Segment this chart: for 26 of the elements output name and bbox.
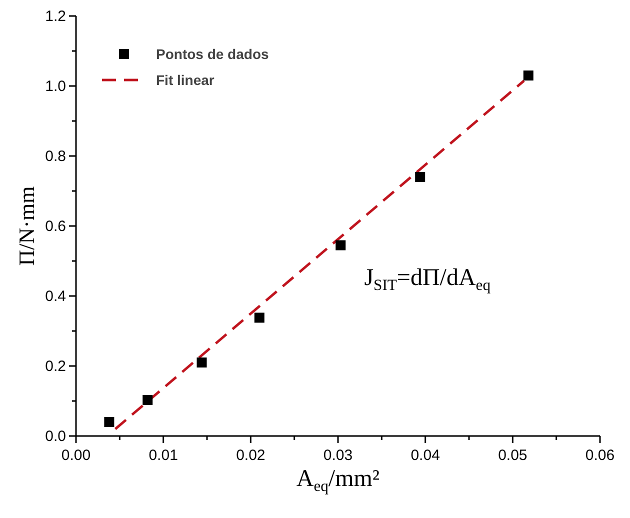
x-tick-label: 0.06 [585,447,615,464]
x-tick-label: 0.04 [410,447,440,464]
y-tick-label: 0.4 [45,288,66,305]
point [254,312,264,323]
x-tick-label: 0.02 [236,447,266,464]
y-tick-label: 0.0 [45,428,66,445]
point [196,358,207,368]
point [142,394,153,405]
x-axis-title: A$_{eq}$/mm² [296,466,380,495]
x-tick-label: 0.03 [323,447,353,464]
y-axis-title: Π/N·mm [14,186,39,266]
point [336,240,346,250]
point [523,70,534,80]
annotation: J$_{SIT}$=dΠ/dA$_{eq}$ [364,264,491,294]
point [104,417,114,427]
x-tick-label: 0.01 [148,447,178,464]
legend-label: Pontos de dados [156,46,269,62]
y-tick-label: 1.0 [45,78,66,95]
point [415,172,426,182]
x-tick-label: 0.00 [61,447,91,464]
y-tick-label: 1.2 [45,8,66,25]
x-tick-label: 0.05 [498,447,528,464]
y-tick-label: 0.8 [45,148,66,165]
y-tick-label: 0.6 [45,218,66,235]
legend-label: Fit linear [156,72,215,88]
y-tick-label: 0.2 [45,358,66,375]
